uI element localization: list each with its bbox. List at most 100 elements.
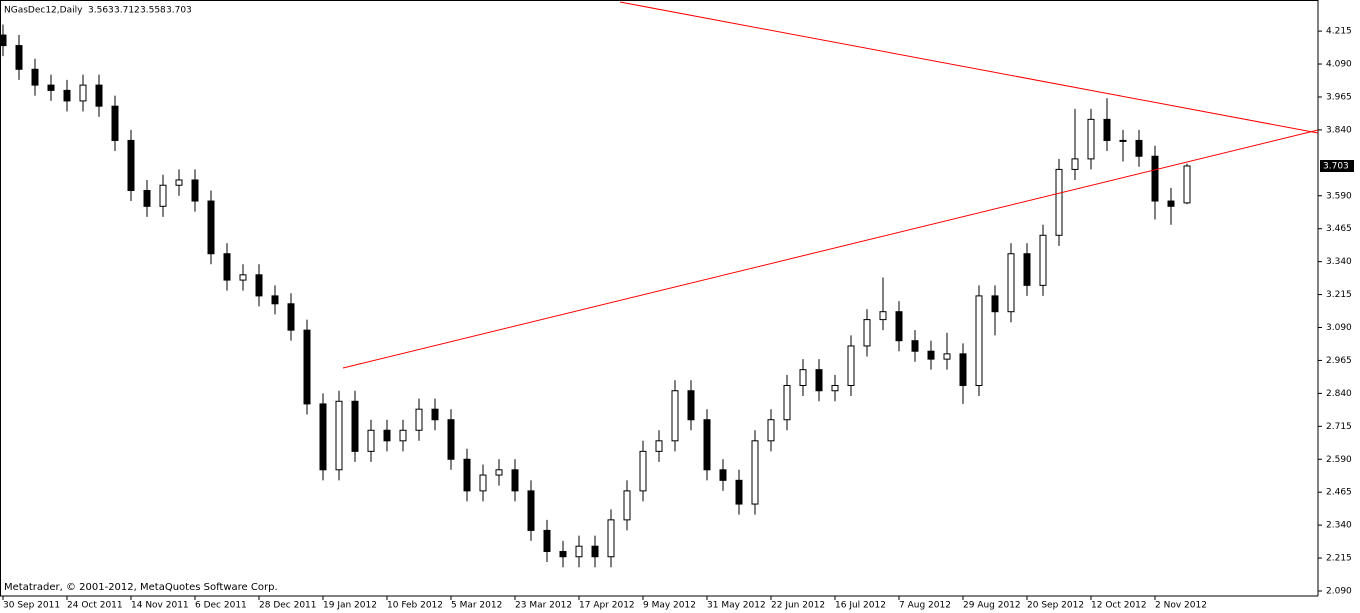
y-tick-label: 4.215 [1326, 27, 1352, 37]
candle-body [719, 469, 727, 481]
x-tick-label: 22 Jun 2012 [771, 601, 825, 611]
y-tick-label: 2.590 [1326, 455, 1352, 465]
candle-body [847, 345, 855, 386]
x-tick-label: 30 Sep 2011 [3, 601, 60, 611]
candle-body [191, 179, 199, 202]
candle-body [879, 311, 887, 321]
candle-body [399, 429, 407, 442]
candle-body [559, 550, 567, 558]
candle-body [31, 68, 39, 86]
candle-body [255, 274, 263, 297]
candle-body [511, 469, 519, 492]
candle-body [527, 490, 535, 531]
candle-body [1151, 155, 1159, 202]
candle-body [95, 84, 103, 107]
x-tick-label: 17 Apr 2012 [579, 601, 635, 611]
candle-body [831, 384, 839, 392]
y-tick-label: 3.965 [1326, 92, 1352, 102]
candle-body [415, 408, 423, 431]
candle-body [223, 253, 231, 281]
candle-body [815, 369, 823, 392]
candle-body [47, 84, 55, 91]
copyright: Metatrader, © 2001-2012, MetaQuotes Soft… [4, 582, 278, 593]
last-low: 3.558 [140, 6, 166, 16]
x-tick-label: 7 Aug 2012 [899, 601, 951, 611]
candle-body [1023, 253, 1031, 286]
candle-body [127, 139, 135, 191]
x-tick-label: 24 Oct 2011 [67, 601, 123, 611]
candle-body [335, 400, 343, 471]
candle-body [1135, 139, 1143, 157]
candle-body [383, 429, 391, 442]
y-tick-label: 3.840 [1326, 125, 1352, 135]
last-close: 3.703 [166, 6, 192, 16]
candle-body [927, 350, 935, 360]
candle-body [1007, 253, 1015, 313]
candle-body [1055, 168, 1063, 236]
candle-body [495, 469, 503, 476]
candle-body [63, 89, 71, 102]
candle-body [239, 274, 247, 281]
candle-body [911, 340, 919, 352]
candle-body [367, 429, 375, 452]
x-tick-label: 19 Jan 2012 [323, 601, 377, 611]
y-tick-label: 2.340 [1326, 521, 1352, 531]
candle-body [543, 529, 551, 552]
y-tick-label: 2.965 [1326, 356, 1352, 366]
x-tick-label: 23 Mar 2012 [515, 601, 572, 611]
candle-body [431, 408, 439, 421]
x-tick-label: 31 May 2012 [707, 601, 766, 611]
candle-body [1167, 200, 1175, 207]
candle-body [655, 440, 663, 452]
x-tick-label: 9 May 2012 [643, 601, 696, 611]
candle-body [575, 545, 583, 558]
candle-body [799, 369, 807, 386]
x-tick-label: 12 Oct 2012 [1091, 601, 1147, 611]
last-high: 3.712 [114, 6, 140, 16]
candle-body [975, 295, 983, 386]
candle-body [447, 419, 455, 460]
candle-body [303, 329, 311, 405]
y-tick-label: 3.215 [1326, 290, 1352, 300]
candle-body [1071, 158, 1079, 170]
candle-body [751, 440, 759, 505]
candle-body [79, 84, 87, 102]
price-marker [1320, 159, 1354, 172]
candle-body [111, 105, 119, 141]
candle-body [991, 295, 999, 313]
candle-body [863, 319, 871, 347]
candle-body [479, 474, 487, 492]
x-tick-label: 20 Sep 2012 [1027, 601, 1084, 611]
x-tick-label: 5 Mar 2012 [451, 601, 502, 611]
candle-body [607, 519, 615, 558]
candle-body [1183, 165, 1191, 204]
candle-body [959, 353, 967, 386]
symbol: NGasDec12,Daily [4, 6, 83, 16]
candle-body [943, 353, 951, 360]
y-tick-label: 2.215 [1326, 554, 1352, 564]
candle-body [671, 390, 679, 442]
candle-body [207, 200, 215, 255]
trend-line [342, 129, 1319, 369]
y-tick-label: 2.715 [1326, 422, 1352, 432]
x-tick-label: 29 Aug 2012 [963, 601, 1021, 611]
y-tick-label: 3.340 [1326, 257, 1352, 267]
current-price: 3.703 [1323, 161, 1349, 171]
candle-body [767, 419, 775, 442]
y-tick-label: 2.090 [1326, 586, 1352, 596]
y-tick-label: 3.590 [1326, 191, 1352, 201]
candle-body [15, 45, 23, 70]
candle-body [703, 419, 711, 471]
y-tick-label: 4.090 [1326, 60, 1352, 70]
y-tick-label: 2.465 [1326, 488, 1352, 498]
candle-body [351, 400, 359, 452]
candle-body [1103, 118, 1111, 141]
candle-body [271, 295, 279, 305]
candle-body [1039, 234, 1047, 286]
candle-body [0, 34, 7, 47]
y-tick-label: 3.090 [1326, 323, 1352, 333]
candle-body [735, 479, 743, 505]
